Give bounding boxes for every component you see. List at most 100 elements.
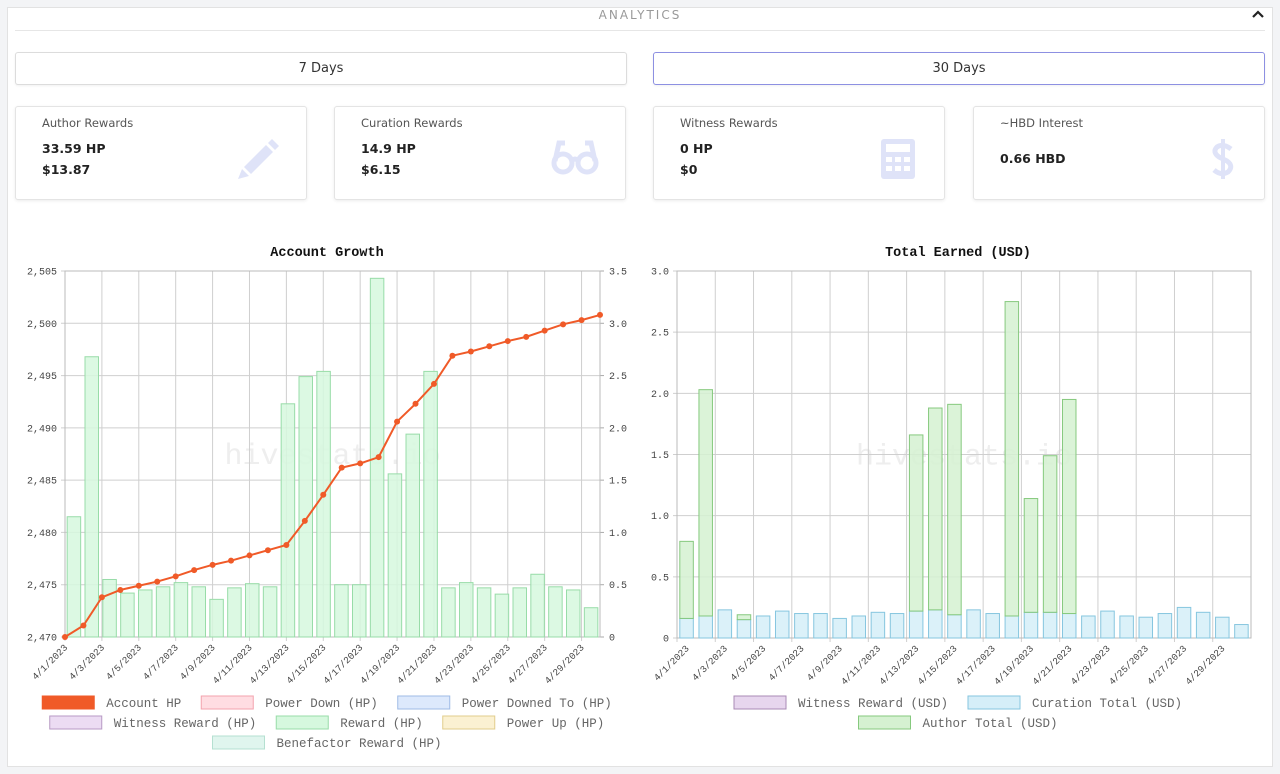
reward-card: Author Rewards 33.59 HP $13.87 bbox=[15, 106, 307, 200]
bar bbox=[66, 516, 82, 638]
bar bbox=[870, 611, 886, 639]
bar bbox=[387, 473, 403, 638]
card-value: $6.15 bbox=[361, 162, 401, 177]
bar bbox=[1081, 615, 1096, 639]
y-tick-label: 2,470 bbox=[27, 634, 57, 645]
bar bbox=[928, 609, 943, 639]
bar bbox=[1119, 615, 1134, 639]
bar bbox=[1042, 611, 1058, 639]
plot-frame bbox=[676, 270, 1252, 639]
bar bbox=[191, 586, 206, 638]
y-tick-label: 1.0 bbox=[651, 512, 669, 523]
bar bbox=[928, 407, 943, 611]
legend-swatch bbox=[275, 715, 329, 730]
bar bbox=[316, 370, 331, 638]
line bbox=[64, 313, 601, 638]
bar bbox=[227, 587, 242, 638]
section-title: ANALYTICS bbox=[598, 8, 682, 22]
point bbox=[283, 541, 290, 548]
point bbox=[394, 418, 401, 425]
card-value: 0.66 HBD bbox=[1000, 151, 1066, 166]
y2-tick-label: 3.5 bbox=[609, 268, 627, 279]
point bbox=[449, 352, 456, 359]
bar bbox=[459, 582, 474, 638]
legend-label: Account HP bbox=[106, 697, 181, 711]
range-button[interactable]: 7 Days bbox=[15, 52, 627, 85]
bar bbox=[736, 619, 752, 639]
collapse-icon[interactable] bbox=[1251, 9, 1265, 19]
bar bbox=[352, 584, 367, 638]
point bbox=[320, 491, 327, 498]
card-title: Author Rewards bbox=[42, 116, 134, 130]
bar bbox=[1157, 613, 1173, 639]
x-tick-label: 4/7/2023 bbox=[141, 642, 181, 682]
y-tick-label: 2,495 bbox=[27, 372, 57, 383]
x-tick-label: 4/13/2023 bbox=[877, 643, 921, 687]
point bbox=[154, 578, 161, 585]
x-tick-label: 4/23/2023 bbox=[1069, 643, 1113, 687]
bar bbox=[755, 615, 771, 639]
bar bbox=[423, 370, 438, 638]
bar bbox=[173, 582, 189, 638]
point bbox=[228, 557, 235, 564]
dollar-icon bbox=[1212, 139, 1234, 179]
section-header[interactable]: ANALYTICS bbox=[15, 0, 1265, 31]
bar bbox=[1004, 615, 1020, 639]
bar bbox=[966, 609, 981, 639]
legend-swatch bbox=[967, 695, 1021, 710]
point bbox=[357, 460, 364, 467]
bar bbox=[280, 403, 296, 638]
legend-label: Curation Total (USD) bbox=[1032, 697, 1182, 711]
card-title: Witness Rewards bbox=[680, 116, 778, 130]
bar bbox=[441, 587, 456, 638]
bar bbox=[1061, 398, 1077, 615]
bar bbox=[155, 586, 171, 638]
x-tick-label: 4/29/2023 bbox=[1183, 643, 1227, 687]
bar bbox=[138, 589, 153, 638]
point bbox=[578, 317, 585, 324]
legend-swatch bbox=[858, 715, 911, 730]
card-value: $13.87 bbox=[42, 162, 91, 177]
point bbox=[80, 622, 87, 629]
bar bbox=[120, 592, 135, 638]
point bbox=[375, 454, 382, 461]
bar bbox=[548, 586, 563, 638]
y-tick-label: 2,500 bbox=[27, 320, 57, 331]
legend-swatch bbox=[41, 695, 95, 710]
y2-tick-label: 3.0 bbox=[609, 320, 627, 331]
x-tick-label: 4/3/2023 bbox=[67, 642, 107, 682]
bar bbox=[530, 573, 545, 638]
y-tick-label: 2,480 bbox=[27, 529, 57, 540]
legend-label: Reward (HP) bbox=[340, 717, 423, 731]
card-value: 0 HP bbox=[680, 141, 713, 156]
point bbox=[117, 586, 124, 593]
range-button[interactable]: 30 Days bbox=[653, 52, 1265, 85]
y-tick-label: 2,490 bbox=[27, 424, 57, 435]
x-tick-label: 4/7/2023 bbox=[766, 643, 806, 683]
pencil-icon bbox=[238, 139, 279, 179]
point bbox=[560, 321, 567, 328]
watermark: hivestats.io bbox=[856, 441, 1072, 475]
legend-swatch bbox=[212, 735, 265, 750]
bar bbox=[736, 614, 752, 621]
legend-label: Power Downed To (HP) bbox=[462, 697, 612, 711]
bar bbox=[1176, 606, 1192, 639]
card-title: ~HBD Interest bbox=[1000, 116, 1083, 130]
watermark: hivestats.io bbox=[224, 440, 440, 474]
x-tick-label: 4/5/2023 bbox=[104, 642, 144, 682]
bar bbox=[1042, 455, 1058, 613]
y-tick-label: 2,505 bbox=[27, 268, 57, 279]
y-tick-label: 3.0 bbox=[651, 268, 669, 279]
bar bbox=[1234, 624, 1249, 639]
legend-swatch bbox=[200, 695, 254, 710]
bar bbox=[476, 587, 492, 638]
x-tick-label: 4/21/2023 bbox=[1030, 643, 1074, 687]
legend-label: Author Total (USD) bbox=[923, 717, 1058, 731]
point bbox=[209, 561, 216, 568]
y2-tick-label: 0.5 bbox=[609, 581, 627, 592]
bar bbox=[1100, 610, 1115, 639]
reward-card: Witness Rewards 0 HP $0 bbox=[653, 106, 945, 200]
legend-label: Witness Reward (HP) bbox=[114, 717, 257, 731]
chart-title: Account Growth bbox=[270, 246, 383, 261]
